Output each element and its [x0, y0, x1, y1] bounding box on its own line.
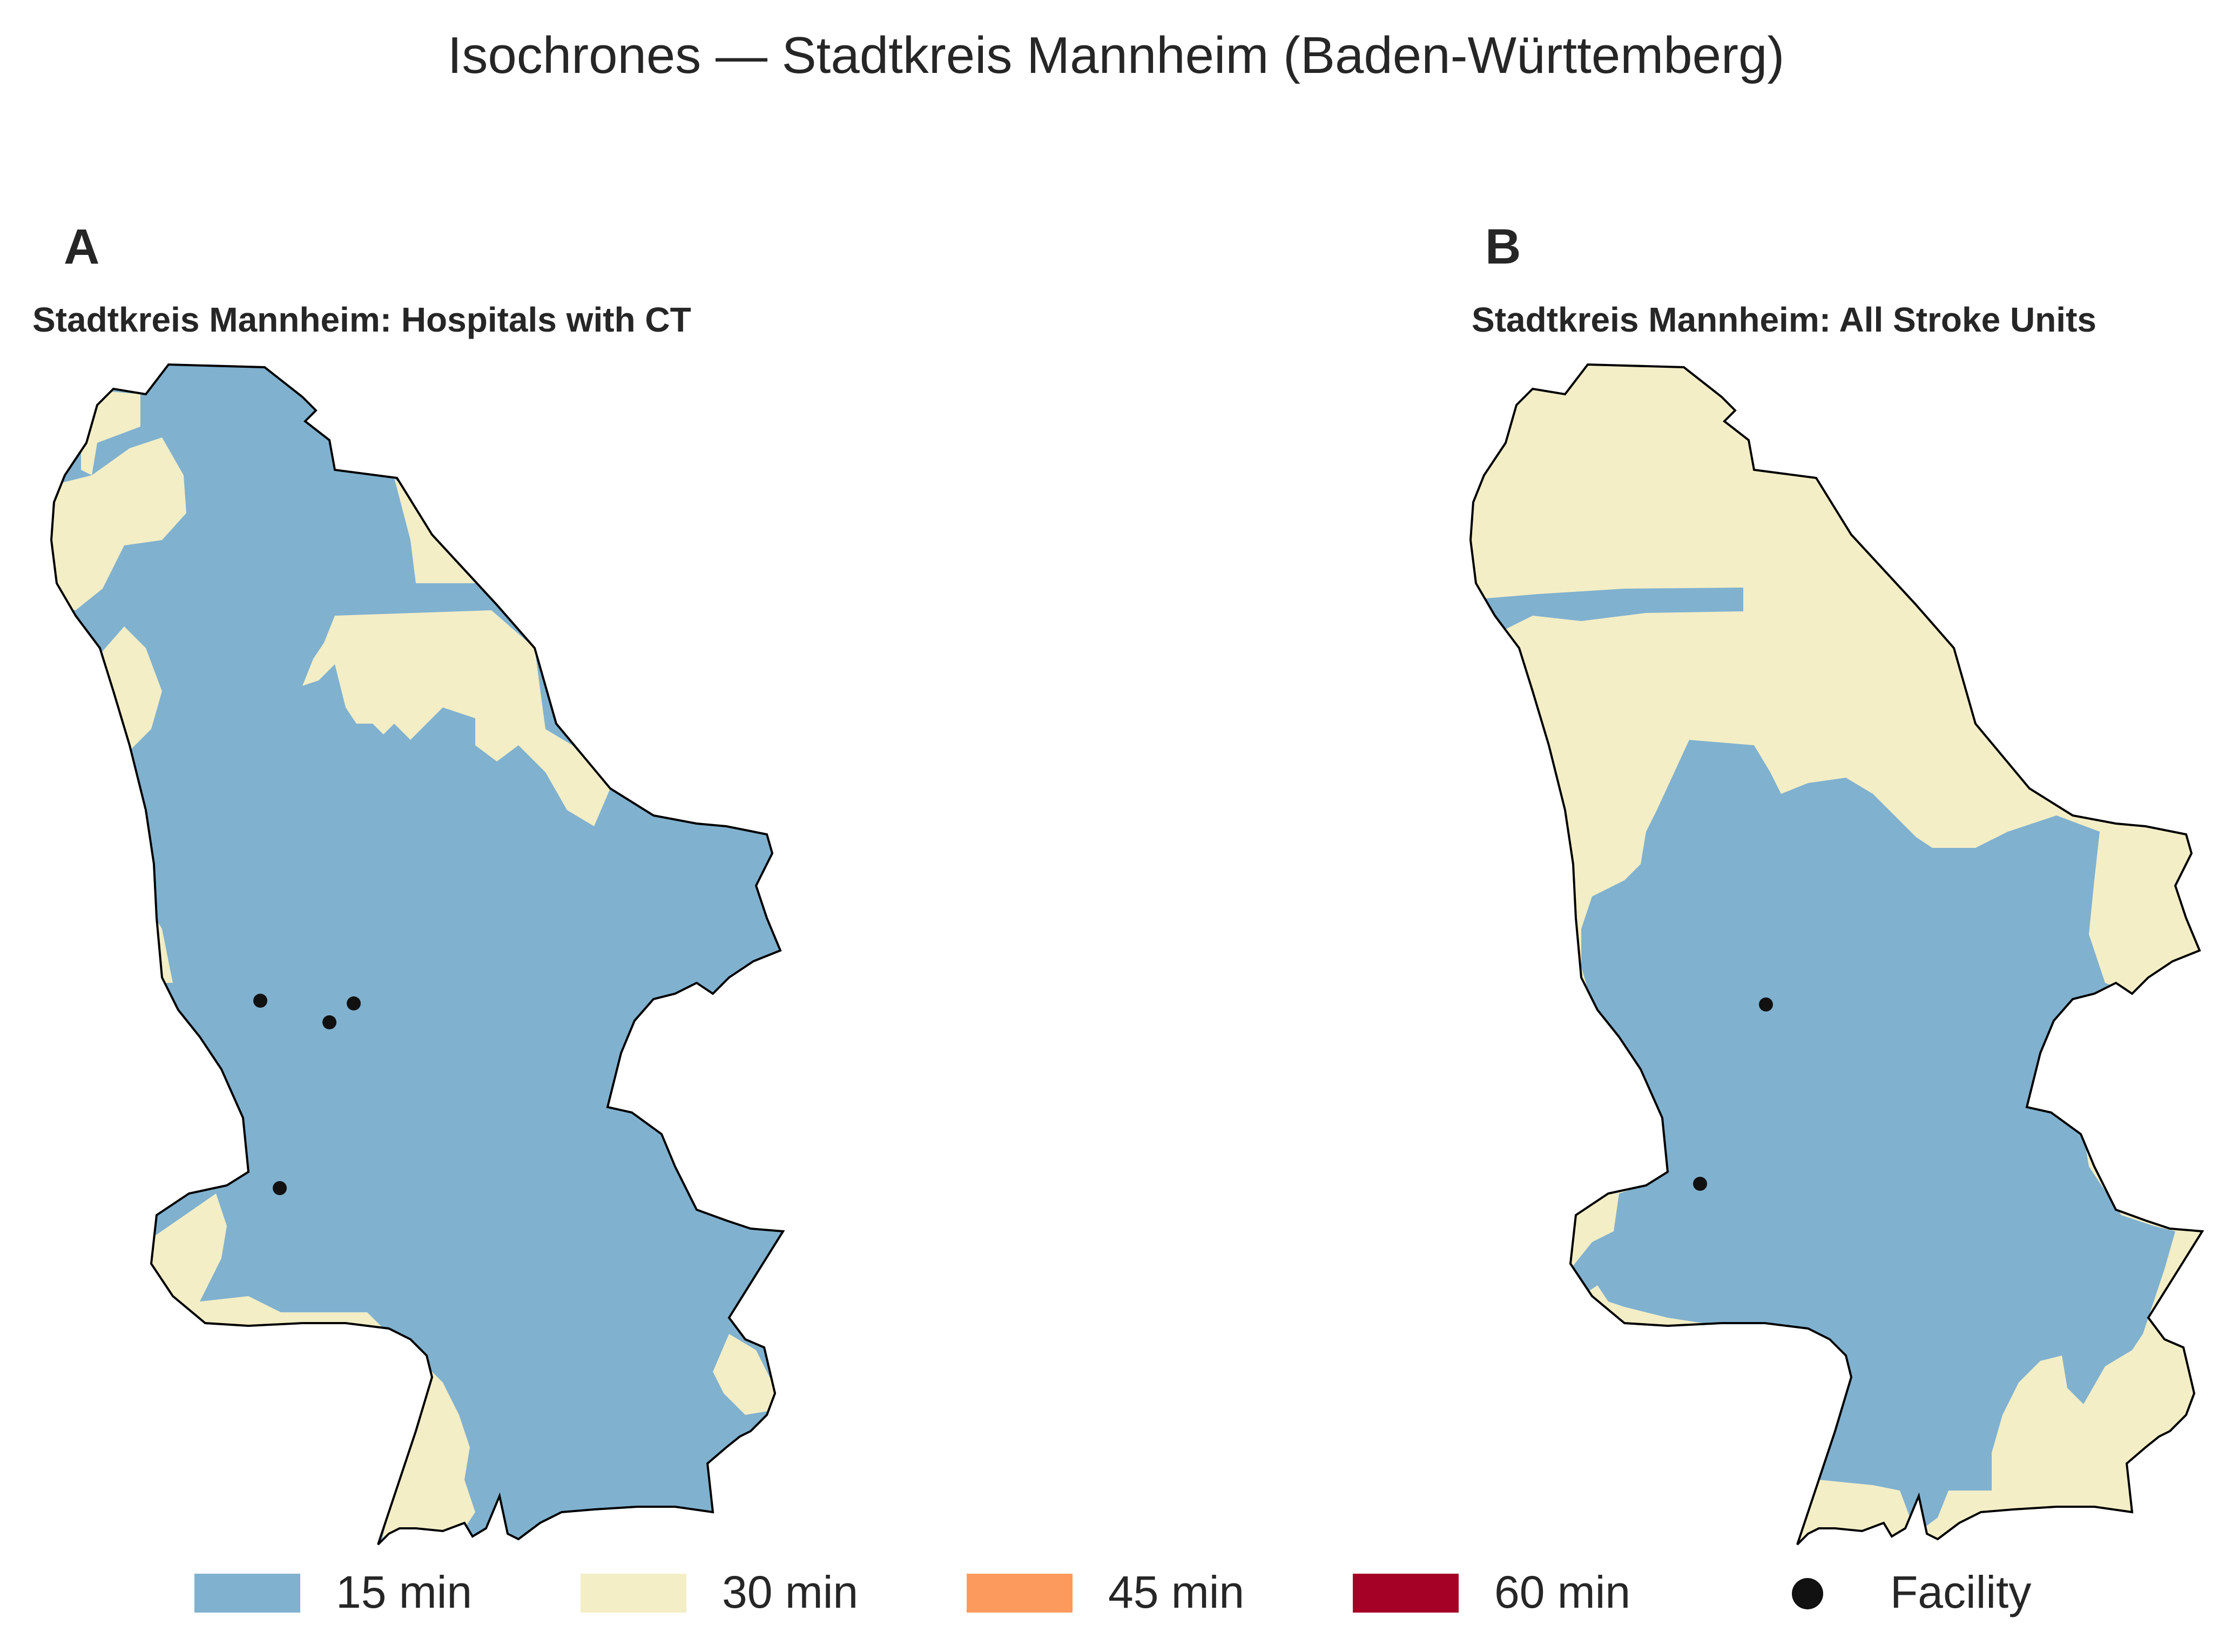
- panel-b-zones-15: [1471, 588, 2175, 1534]
- map-panel-b: [1469, 363, 2203, 1546]
- legend-label-facility: Facility: [1890, 1567, 2032, 1617]
- panel-a-letter: A: [64, 219, 100, 274]
- panel-a-facilities: [253, 994, 361, 1195]
- legend-swatch-30: [581, 1574, 686, 1613]
- panel-a-facility-3: [322, 1015, 336, 1029]
- panel-b-facilities: [1693, 997, 1773, 1191]
- map-panel-a: [50, 363, 784, 1546]
- legend-label-15: 15 min: [336, 1567, 473, 1617]
- legend-label-60: 60 min: [1494, 1567, 1631, 1617]
- panel-a-title: Stadtkreis Mannheim: Hospitals with CT: [32, 300, 691, 339]
- legend: 15 min 30 min 45 min 60 min Facility: [0, 1555, 2232, 1626]
- panel-b-letter: B: [1485, 219, 1521, 274]
- panel-b-facility-2: [1693, 1177, 1707, 1191]
- figure-title: Isochrones — Stadtkreis Mannheim (Baden-…: [447, 26, 1785, 84]
- legend-label-30: 30 min: [722, 1567, 859, 1617]
- legend-label-45: 45 min: [1108, 1567, 1245, 1617]
- legend-swatch-15: [194, 1574, 300, 1613]
- panel-a-facility-2: [347, 996, 361, 1010]
- legend-swatch-60: [1353, 1574, 1459, 1613]
- panel-b-facility-1: [1759, 997, 1773, 1012]
- facility-dot-icon: [1792, 1578, 1823, 1609]
- panel-a-facility-1: [253, 994, 267, 1008]
- panel-b-title: Stadtkreis Mannheim: All Stroke Units: [1472, 300, 2096, 339]
- legend-swatch-45: [967, 1574, 1073, 1613]
- panel-a-facility-4: [273, 1181, 287, 1195]
